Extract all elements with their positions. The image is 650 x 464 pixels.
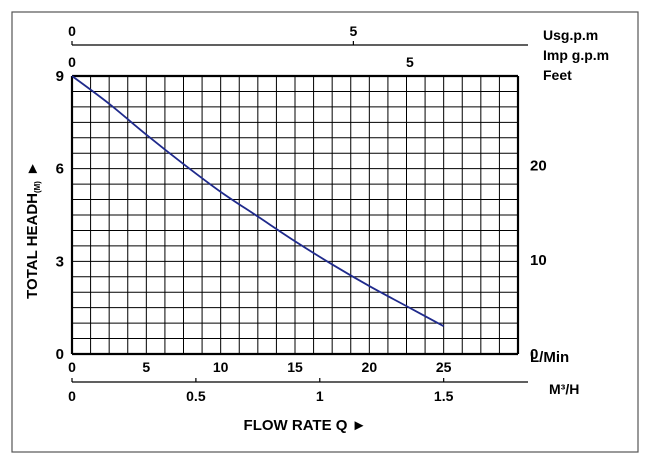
outer-border (11, 11, 639, 453)
m3h-tick-label: 1.5 (434, 388, 454, 404)
y-axis-title: TOTAL HEADH(M)► (24, 161, 42, 299)
m3h-axis-label: M³/H (549, 381, 579, 397)
y-tick-label: 0 (56, 346, 64, 363)
feet-tick-label: 0 (530, 346, 538, 363)
x-unit-label: L/Min (530, 349, 569, 366)
usgpm-axis-label: Usg.p.m (543, 27, 598, 43)
impgpm-tick-label: 5 (406, 54, 414, 70)
x-tick-label: 15 (287, 359, 303, 375)
impgpm-axis-label: Imp g.p.m (543, 47, 609, 63)
x-tick-label: 25 (436, 359, 452, 375)
feet-tick-label: 10 (530, 252, 547, 269)
y-tick-label: 9 (56, 68, 64, 85)
usgpm-tick-label: 5 (349, 23, 357, 39)
y-tick-label: 6 (56, 161, 64, 178)
impgpm-tick-label: 0 (68, 54, 76, 70)
m3h-tick-label: 0.5 (186, 388, 206, 404)
y-tick-label: 3 (56, 253, 64, 270)
feet-axis-label: Feet (543, 67, 572, 83)
performance-curve (71, 75, 445, 327)
x-axis-title: FLOW RATE Q ► (244, 417, 367, 434)
m3h-tick-label: 1 (316, 388, 324, 404)
axes (71, 41, 528, 383)
x-tick-label: 20 (362, 359, 378, 375)
series (71, 75, 445, 327)
x-tick-label: 10 (213, 359, 229, 375)
usgpm-tick-label: 0 (68, 23, 76, 39)
m3h-tick-label: 0 (68, 388, 76, 404)
x-tick-label: 0 (68, 359, 76, 375)
grid (70, 74, 520, 356)
x-tick-label: 5 (142, 359, 150, 375)
feet-tick-label: 20 (530, 158, 547, 175)
